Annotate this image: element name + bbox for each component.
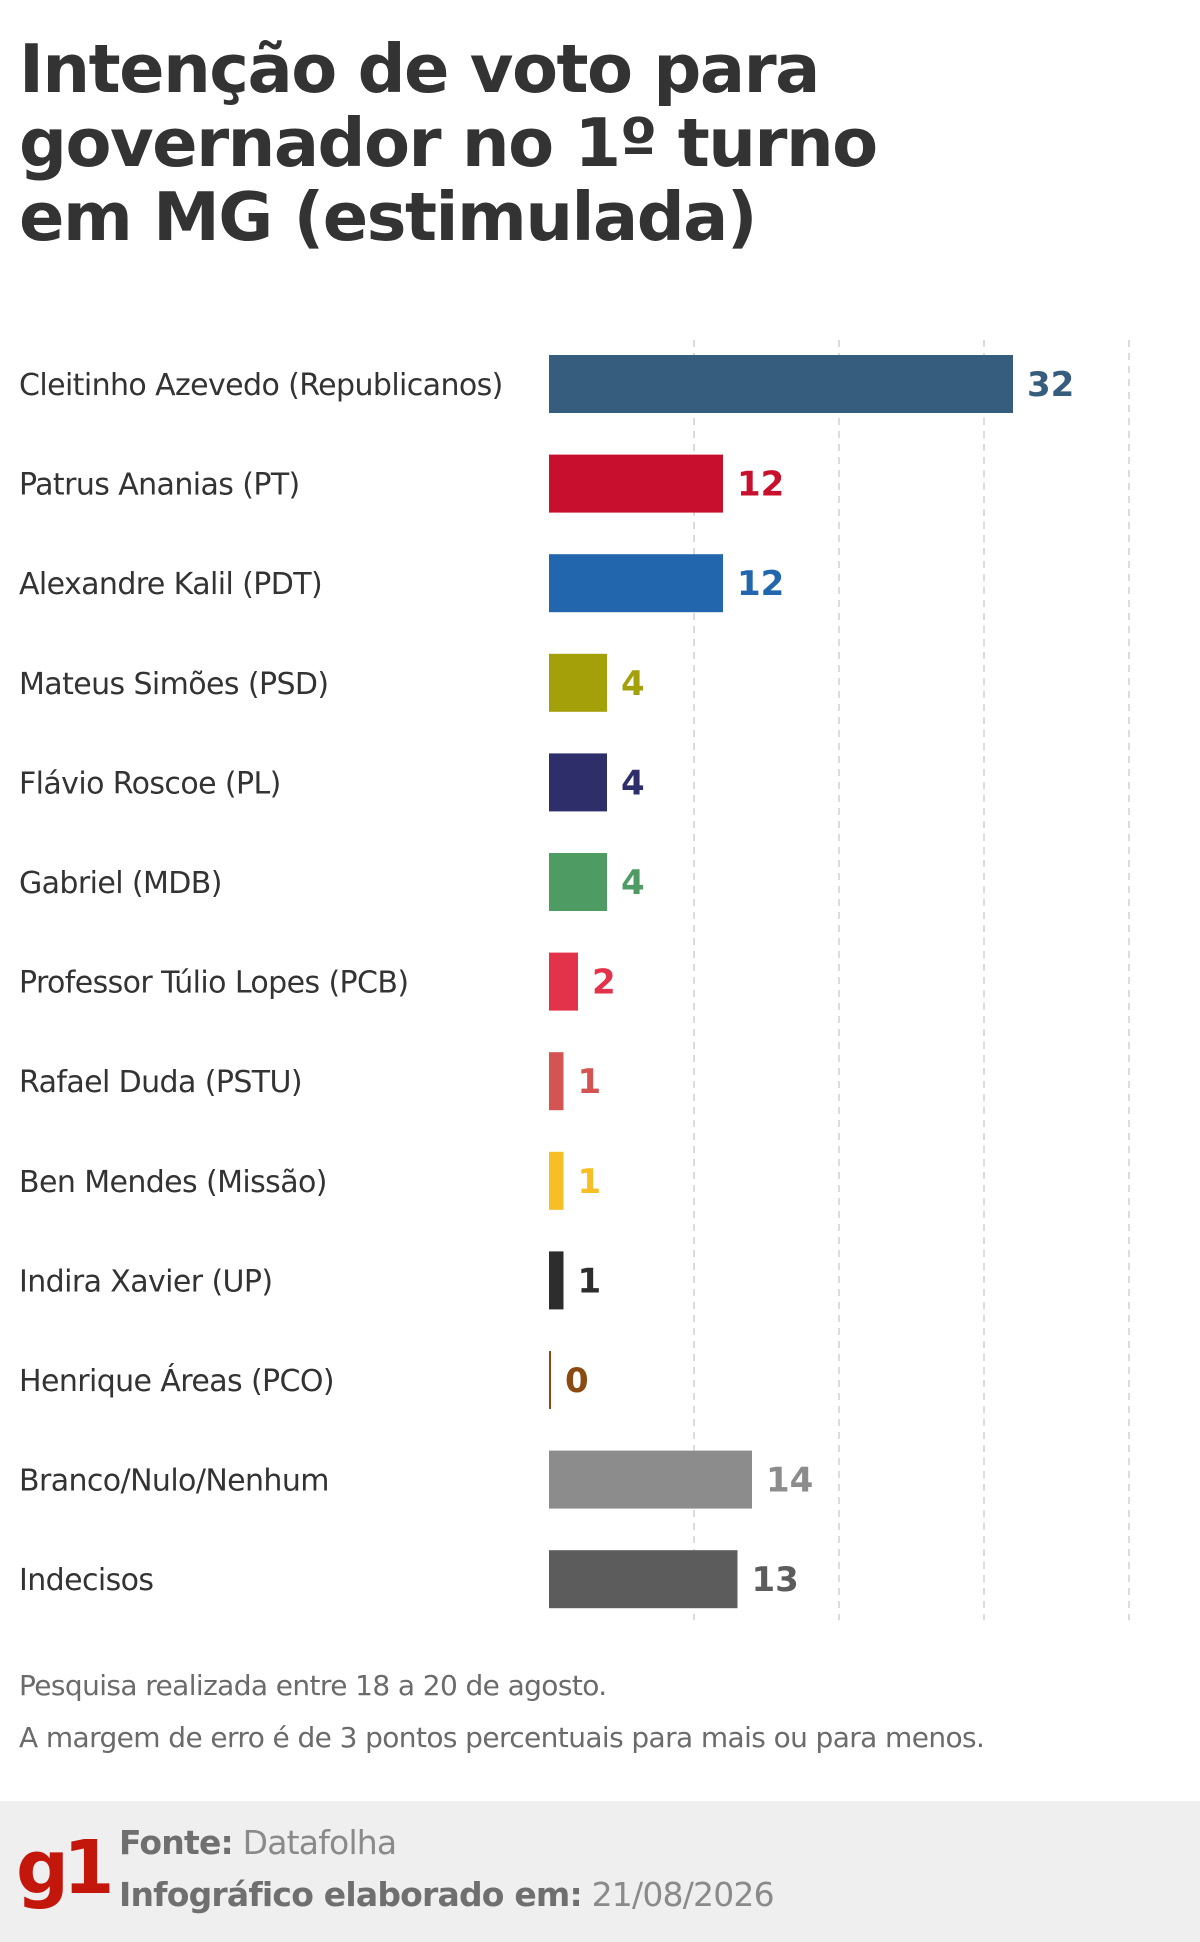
source-label: Fonte: — [119, 1823, 234, 1862]
bar-chart: Cleitinho Azevedo (Republicanos) 32 Patrus… — [19, 340, 1130, 1621]
chart-title: Intenção de voto para governador no 1º t… — [19, 32, 1019, 254]
survey-dates-note: Pesquisa realizada entre 18 a 20 de agos… — [19, 1669, 607, 1702]
category-label: Alexandre Kalil (PDT) — [19, 567, 322, 602]
category-label: Mateus Simões (PSD) — [19, 667, 329, 702]
source-line: Fonte: Datafolha — [119, 1817, 774, 1869]
bar-row: Alexandre Kalil (PDT) 12 — [19, 554, 784, 613]
category-label: Cleitinho Azevedo (Republicanos) — [19, 368, 503, 403]
date-line: Infográfico elaborado em: 21/08/2026 — [119, 1869, 775, 1921]
bar-row: Henrique Áreas (PCO) 0 — [19, 1351, 589, 1409]
bar — [549, 554, 723, 613]
value-label: 4 — [621, 763, 645, 803]
bar-row: Indira Xavier (UP) 1 — [19, 1251, 602, 1310]
bar-row: Mateus Simões (PSD) 4 — [19, 653, 645, 712]
title-line-2: governador no 1º turno — [19, 104, 878, 182]
bar-row: Rafael Duda (PSTU) 1 — [19, 1052, 602, 1111]
bar-row: Branco/Nulo/Nenhum 14 — [19, 1450, 813, 1509]
category-label: Professor Túlio Lopes (PCB) — [19, 966, 408, 1001]
bar — [549, 653, 607, 712]
chart-rows: Cleitinho Azevedo (Republicanos) 32 Patrus… — [19, 355, 1074, 1609]
bar — [549, 1450, 752, 1509]
bar-row: Patrus Ananias (PT) 12 — [19, 454, 784, 513]
bar-row: Ben Mendes (Missão) 1 — [19, 1151, 602, 1210]
category-label: Indira Xavier (UP) — [19, 1264, 273, 1299]
title-line-3: em MG (estimulada) — [19, 178, 758, 256]
value-label: 1 — [578, 1162, 602, 1202]
date-value: 21/08/2026 — [591, 1875, 775, 1914]
chart-grid — [693, 340, 1130, 1621]
value-label: 4 — [621, 664, 645, 704]
bar — [549, 1151, 564, 1210]
bar — [549, 853, 607, 911]
category-label: Patrus Ananias (PT) — [19, 468, 300, 503]
value-label: 1 — [578, 1062, 602, 1102]
category-label: Indecisos — [19, 1563, 153, 1598]
category-label: Rafael Duda (PSTU) — [19, 1065, 302, 1100]
source-value: Datafolha — [242, 1823, 398, 1862]
margin-of-error-note: A margem de erro é de 3 pontos percentua… — [19, 1721, 985, 1754]
value-label: 12 — [737, 564, 784, 604]
category-label: Ben Mendes (Missão) — [19, 1165, 327, 1200]
bar-row: Flávio Roscoe (PL) 4 — [19, 753, 645, 812]
bar — [549, 1351, 551, 1409]
value-label: 1 — [578, 1261, 602, 1301]
bar — [549, 952, 578, 1011]
value-label: 2 — [592, 963, 616, 1003]
value-label: 32 — [1027, 365, 1074, 405]
category-label: Flávio Roscoe (PL) — [19, 766, 281, 801]
value-label: 12 — [737, 465, 784, 505]
footer: g1 Fonte: Datafolha Infográfico elaborad… — [0, 1801, 1200, 1942]
bar-row: Indecisos 13 — [19, 1550, 799, 1609]
bar-row: Gabriel (MDB) 4 — [19, 853, 645, 911]
bar — [549, 355, 1013, 413]
value-label: 4 — [621, 863, 645, 903]
bar-row: Professor Túlio Lopes (PCB) 2 — [19, 952, 616, 1011]
value-label: 14 — [766, 1461, 813, 1501]
category-label: Branco/Nulo/Nenhum — [19, 1464, 329, 1499]
category-label: Henrique Áreas (PCO) — [19, 1363, 334, 1399]
value-label: 13 — [752, 1560, 799, 1600]
bar-row: Cleitinho Azevedo (Republicanos) 32 — [19, 355, 1074, 413]
category-label: Gabriel (MDB) — [19, 866, 222, 901]
bar — [549, 1550, 738, 1609]
date-label: Infográfico elaborado em: — [119, 1875, 583, 1914]
credits: Fonte: Datafolha Infográfico elaborado e… — [119, 1817, 775, 1921]
bar — [549, 1251, 564, 1310]
value-label: 0 — [565, 1361, 589, 1401]
g1-logo: g1 — [16, 1825, 114, 1911]
title-line-1: Intenção de voto para — [19, 30, 820, 108]
bar — [549, 454, 723, 513]
chart-notes: Pesquisa realizada entre 18 a 20 de agos… — [19, 1660, 1179, 1764]
bar — [549, 1052, 564, 1111]
bar — [549, 753, 607, 812]
